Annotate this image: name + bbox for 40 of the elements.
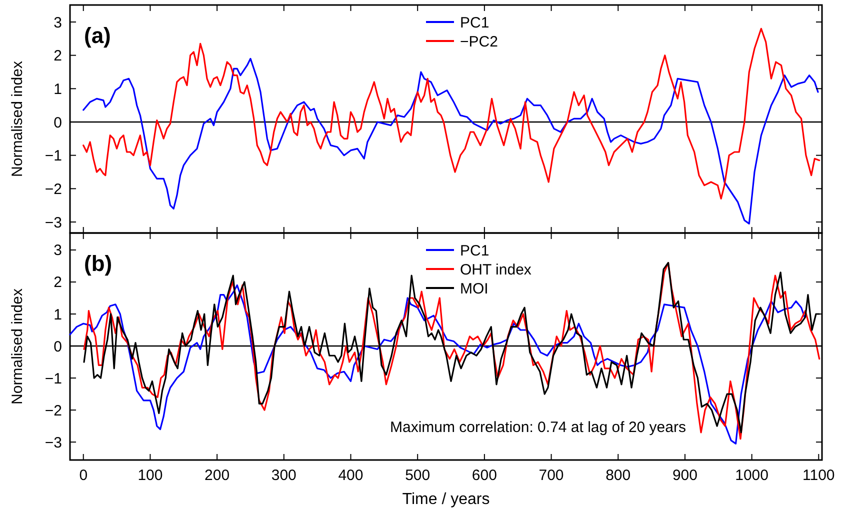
y-tick-label: −1 [44,148,62,165]
y-axis-title: Normalised index [9,60,26,177]
x-tick-label: 200 [204,467,230,484]
y-tick-label: −3 [44,434,62,452]
x-tick-label: 700 [538,467,564,484]
x-tick-label: 900 [672,467,698,484]
x-tick-label: 1000 [735,467,768,484]
x-tick-label: 500 [405,467,430,484]
y-tick-label: 3 [54,14,62,32]
x-tick-label: 400 [338,467,364,484]
x-tick-label: 100 [138,467,163,484]
y-tick-label: 2 [54,274,62,292]
y-tick-label: −2 [44,402,62,420]
legend-label: PC1 [460,14,490,32]
x-tick-label: 800 [606,467,631,484]
text: (b) [84,251,112,276]
y-tick-label: 3 [54,242,62,260]
y-tick-label: 1 [54,80,62,98]
annotation: Maximum correlation: 0.74 at lag of 20 years [390,419,686,436]
y-tick-label: −1 [44,370,62,388]
text: (a) [84,23,111,48]
y-tick-label: 1 [54,306,62,324]
x-tick-label: 0 [79,467,88,484]
y-axis-title: Normalised index [9,288,26,404]
y-tick-label: 2 [54,48,62,65]
y-tick-label: −3 [44,214,62,232]
y-tick-label: −2 [44,180,62,198]
y-tick-label: 0 [54,114,62,132]
y-tick-label: 0 [54,338,62,356]
x-axis-title: Time / years [402,491,490,508]
legend-label: −PC2 [460,33,498,50]
line-series [69,284,806,444]
x-tick-label: 300 [271,467,296,484]
line-series [82,28,820,200]
x-tick-label: 600 [472,467,497,484]
legend-label: OHT index [460,261,532,278]
legend-label: MOI [460,280,488,298]
legend-label: PC1 [460,242,490,260]
line-series [82,58,819,224]
x-tick-label: 1100 [802,467,835,484]
